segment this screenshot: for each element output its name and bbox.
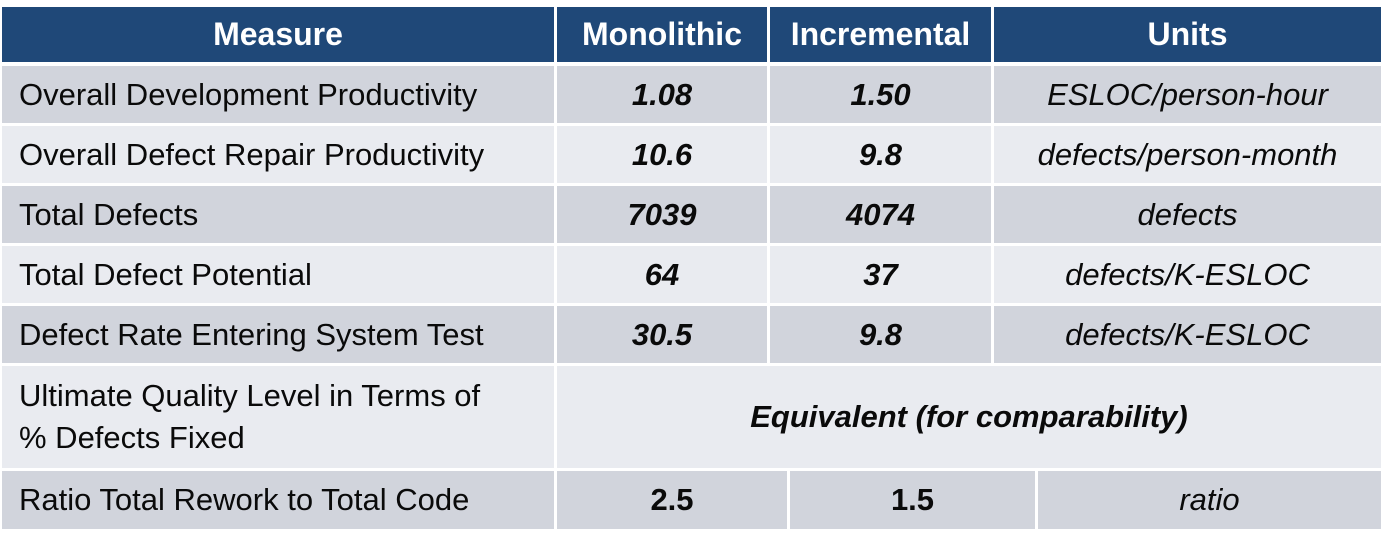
incremental-value: 1.5 [790, 471, 1035, 529]
measure-cell: Overall Development Productivity [2, 66, 554, 123]
measure-cell: Defect Rate Entering System Test [2, 306, 554, 363]
measure-line-1: Ultimate Quality Level in Terms of [19, 378, 481, 414]
units-value: defects [994, 186, 1381, 243]
header-units: Units [994, 7, 1381, 62]
monolithic-value: 1.08 [557, 66, 767, 123]
incremental-value: 4074 [770, 186, 991, 243]
monolithic-value: 7039 [557, 186, 767, 243]
measure-cell: Total Defect Potential [2, 246, 554, 303]
monolithic-value: 2.5 [557, 471, 787, 529]
incremental-value: 9.8 [770, 306, 991, 363]
measure-line-2: % Defects Fixed [19, 420, 245, 455]
units-value: defects/K-ESLOC [994, 246, 1381, 303]
monolithic-value: 10.6 [557, 126, 767, 183]
units-value: ratio [1038, 471, 1381, 529]
units-value: defects/K-ESLOC [994, 306, 1381, 363]
incremental-value: 37 [770, 246, 991, 303]
units-value: ESLOC/person-hour [994, 66, 1381, 123]
header-measure: Measure [2, 7, 554, 62]
header-incremental: Incremental [770, 7, 991, 62]
incremental-value: 9.8 [770, 126, 991, 183]
measure-cell: Ratio Total Rework to Total Code [2, 471, 554, 529]
header-monolithic: Monolithic [557, 7, 767, 62]
units-value: defects/person-month [994, 126, 1381, 183]
measure-cell: Overall Defect Repair Productivity [2, 126, 554, 183]
measure-cell-quality: Ultimate Quality Level in Terms of % Def… [2, 366, 554, 468]
monolithic-value: 30.5 [557, 306, 767, 363]
monolithic-value: 64 [557, 246, 767, 303]
incremental-value: 1.50 [770, 66, 991, 123]
measure-cell: Total Defects [2, 186, 554, 243]
merged-equivalent-cell: Equivalent (for comparability) [557, 366, 1381, 468]
